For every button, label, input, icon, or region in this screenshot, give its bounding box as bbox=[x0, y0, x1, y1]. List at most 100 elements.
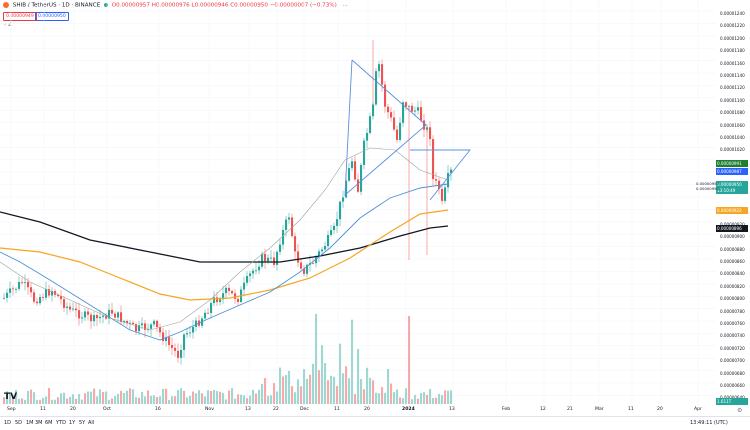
volume-bar bbox=[63, 392, 66, 404]
volume-bar bbox=[123, 393, 126, 404]
volume-bar bbox=[294, 392, 297, 404]
volume-bar bbox=[378, 393, 381, 404]
price-tick: 0.00000740 bbox=[720, 333, 745, 339]
triangle-pattern-drawing[interactable] bbox=[344, 59, 471, 201]
timeframe-3m[interactable]: 3M bbox=[35, 420, 43, 426]
volume-bar bbox=[321, 345, 324, 404]
volume-bar bbox=[135, 397, 138, 404]
candle-body bbox=[57, 294, 60, 297]
candle-body bbox=[396, 129, 399, 140]
candle-body bbox=[327, 235, 330, 247]
price-tick: 0.00001240 bbox=[720, 11, 745, 16]
candle-body bbox=[75, 308, 78, 311]
volume-bar bbox=[408, 315, 411, 404]
time-tick: Nov bbox=[205, 407, 214, 412]
volume-bar bbox=[405, 388, 408, 404]
candle-body bbox=[99, 316, 102, 319]
candle-body bbox=[345, 180, 348, 198]
price-chart[interactable] bbox=[0, 0, 716, 407]
candle-body bbox=[255, 270, 258, 272]
timeframe-ytd[interactable]: YTD bbox=[56, 420, 66, 426]
candle-body bbox=[51, 291, 54, 296]
time-tick: Dec bbox=[300, 407, 309, 412]
volume-bar bbox=[102, 392, 105, 404]
symbol-name[interactable]: SHIB / TetherUS · 1D · BINANCE bbox=[12, 2, 101, 9]
volume-bar bbox=[216, 391, 219, 404]
candle-body bbox=[339, 201, 342, 220]
volume-bar bbox=[324, 363, 327, 404]
candle-body bbox=[288, 217, 291, 220]
candle-body bbox=[120, 312, 123, 323]
volume-bar bbox=[369, 377, 372, 404]
candle-body bbox=[333, 225, 336, 231]
shib-logo-icon bbox=[3, 2, 9, 8]
volume-bar bbox=[327, 380, 330, 404]
timeframe-1d[interactable]: 1D bbox=[4, 420, 12, 426]
more-icon[interactable]: ··· bbox=[342, 2, 348, 9]
candle-body bbox=[15, 288, 18, 290]
candle-body bbox=[144, 323, 147, 330]
candle-body bbox=[381, 64, 384, 85]
timeframe-5y[interactable]: 5Y bbox=[79, 420, 86, 426]
time-tick: Oct bbox=[103, 407, 111, 412]
candle-body bbox=[72, 308, 75, 310]
price-tick: 0.00001100 bbox=[720, 97, 745, 103]
price-tick: 0.00000760 bbox=[720, 321, 745, 326]
candle-body bbox=[402, 102, 405, 123]
candle-body bbox=[87, 311, 90, 315]
volume-bar bbox=[345, 366, 348, 404]
candle-body bbox=[378, 64, 381, 72]
volume-bar bbox=[429, 388, 432, 404]
timeframe-5d[interactable]: 5D bbox=[15, 420, 23, 426]
time-tick: 21 bbox=[567, 407, 573, 412]
settings-icon[interactable]: ⚙ bbox=[737, 407, 743, 414]
timeframe-1y[interactable]: 1Y bbox=[69, 420, 76, 426]
volume-bar bbox=[132, 389, 135, 404]
candle-body bbox=[243, 282, 246, 290]
collapse-indicators-icon[interactable]: ‹ ∠ bbox=[4, 22, 13, 28]
candle-body bbox=[177, 350, 180, 358]
candle-body bbox=[66, 306, 69, 308]
clock[interactable]: 13:49:11 (UTC) bbox=[690, 420, 728, 426]
volume-bar bbox=[198, 390, 201, 404]
volume-bar bbox=[438, 393, 441, 404]
timeframe-6m[interactable]: 6M bbox=[45, 420, 53, 426]
candle-body bbox=[267, 257, 270, 262]
volume-bar bbox=[396, 389, 399, 404]
volume-bar bbox=[201, 393, 204, 404]
volume-bar bbox=[246, 398, 249, 404]
volume-bar bbox=[318, 370, 321, 404]
buy-button[interactable]: 0.00000950 bbox=[35, 12, 69, 21]
candle-body bbox=[24, 282, 27, 283]
price-tick: 0.00000840 bbox=[720, 271, 745, 277]
candle-body bbox=[294, 236, 297, 252]
candle-body bbox=[297, 251, 300, 263]
volume-bar bbox=[111, 398, 114, 404]
sell-button[interactable]: 0.00000949 bbox=[3, 12, 37, 21]
ma-gray-line bbox=[0, 147, 449, 331]
grid-lines bbox=[0, 0, 716, 405]
candle-body bbox=[360, 164, 363, 192]
volume-bar bbox=[33, 392, 36, 404]
volume-bar bbox=[126, 390, 129, 404]
price-tick: 0.00001060 bbox=[720, 122, 745, 128]
volume-bar bbox=[60, 393, 63, 404]
volume-bar bbox=[300, 386, 303, 404]
volume-bar bbox=[402, 398, 405, 404]
candle-body bbox=[285, 219, 288, 231]
volume-bar bbox=[168, 399, 171, 404]
volume-bar bbox=[381, 387, 384, 404]
volume-bar bbox=[42, 397, 45, 404]
volume-bar bbox=[171, 396, 174, 404]
volume-bar bbox=[237, 394, 240, 404]
volume-bar bbox=[114, 396, 117, 404]
timeframe-all[interactable]: All bbox=[88, 420, 95, 426]
timeframe-1m[interactable]: 1M bbox=[26, 420, 34, 426]
candle-body bbox=[150, 324, 153, 329]
volume-bar bbox=[270, 395, 273, 404]
volume-bar bbox=[6, 391, 9, 404]
time-tick: 2024 bbox=[402, 407, 415, 412]
price-tick: 0.00000860 bbox=[720, 259, 745, 264]
volume-bar bbox=[234, 398, 237, 404]
candle-body bbox=[351, 161, 354, 169]
